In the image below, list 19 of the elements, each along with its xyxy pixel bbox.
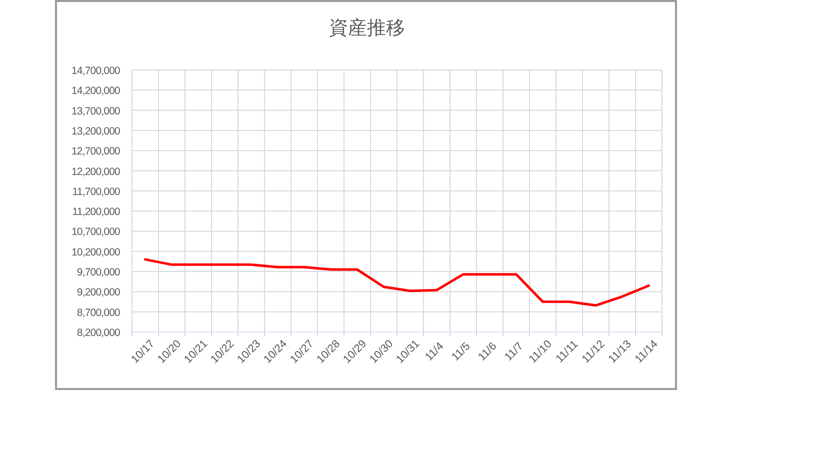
x-tick-label: 11/5 bbox=[450, 340, 473, 364]
y-tick-label: 13,700,000 bbox=[71, 105, 121, 118]
y-tick-label: 10,200,000 bbox=[71, 246, 121, 258]
y-tick-label: 12,200,000 bbox=[71, 166, 121, 178]
y-tick-label: 13,200,000 bbox=[71, 125, 121, 138]
x-tick-label: 11/4 bbox=[423, 340, 446, 364]
line-series bbox=[144, 258, 650, 307]
y-tick-label: 8,700,000 bbox=[76, 306, 121, 319]
title: 資産推移 bbox=[329, 18, 405, 39]
y-tick-label: 9,700,000 bbox=[76, 266, 121, 279]
y-tick-label: 8,200,000 bbox=[76, 327, 121, 339]
y-tick-label: 11,700,000 bbox=[72, 186, 121, 198]
x-tick-label: 11/6 bbox=[476, 340, 500, 364]
y-tick-label: 14,200,000 bbox=[71, 85, 121, 98]
y-tick-label: 9,200,000 bbox=[76, 286, 121, 299]
y-tick-label: 14,700,000 bbox=[71, 65, 121, 77]
y-tick-label: 12,700,000 bbox=[71, 146, 121, 158]
y-tick-label: 11,200,000 bbox=[72, 206, 121, 218]
y-tick-label: 10,700,000 bbox=[71, 226, 121, 238]
